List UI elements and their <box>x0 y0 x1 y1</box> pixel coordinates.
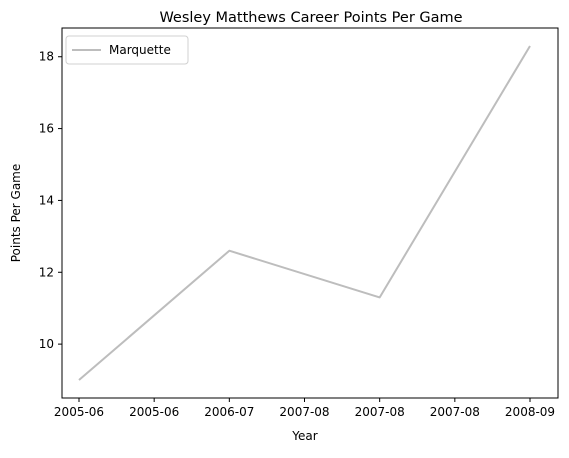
legend-box <box>65 35 189 65</box>
x-tick-label: 2005-06 <box>129 405 179 419</box>
y-tick-label: 16 <box>39 122 54 136</box>
x-tick-label: 2007-08 <box>279 405 329 419</box>
y-axis: 10 12 14 16 18 <box>39 50 62 351</box>
x-axis-label: Year <box>291 429 317 443</box>
chart-title: Wesley Matthews Career Points Per Game <box>159 10 462 26</box>
x-tick-label: 2005-06 <box>54 405 104 419</box>
y-axis-label: Points Per Game <box>9 164 23 263</box>
series-line-marquette <box>78 45 531 381</box>
plot-area <box>61 27 559 399</box>
x-tick-label: 2006-07 <box>204 405 254 419</box>
y-tick-label: 18 <box>39 50 54 64</box>
x-tick-label: 2007-08 <box>355 405 405 419</box>
series-layer <box>78 45 531 381</box>
legend-label-marquette: Marquette <box>109 43 171 57</box>
x-tick-label: 2008-09 <box>505 405 555 419</box>
x-axis: 2005-06 2005-06 2006-07 2007-08 2007-08 2007-… <box>54 398 555 419</box>
x-tick-label: 2007-08 <box>430 405 480 419</box>
y-tick-label: 10 <box>39 337 54 351</box>
y-tick-label: 12 <box>39 265 54 279</box>
legend: Marquette <box>65 35 189 65</box>
y-tick-label: 14 <box>39 193 54 207</box>
